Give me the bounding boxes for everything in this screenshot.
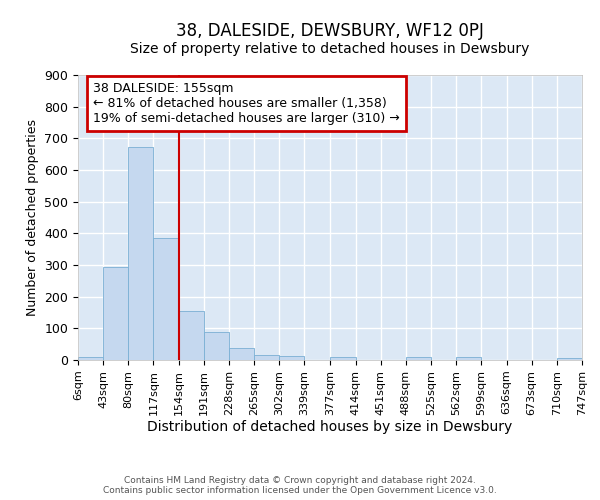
Text: Contains HM Land Registry data © Crown copyright and database right 2024.
Contai: Contains HM Land Registry data © Crown c… [103,476,497,495]
Y-axis label: Number of detached properties: Number of detached properties [26,119,39,316]
Bar [204,332,229,360]
Bar [78,358,103,360]
Bar [557,358,582,360]
Bar [128,147,154,360]
Text: 38 DALESIDE: 155sqm
← 81% of detached houses are smaller (1,358)
19% of semi-det: 38 DALESIDE: 155sqm ← 81% of detached ho… [93,82,400,125]
Bar [456,358,481,360]
Bar [280,356,304,360]
Bar [154,238,179,360]
Bar [254,355,280,360]
Bar [406,358,431,360]
Text: Size of property relative to detached houses in Dewsbury: Size of property relative to detached ho… [130,42,530,56]
Bar [331,357,356,360]
Bar [179,311,204,360]
Text: 38, DALESIDE, DEWSBURY, WF12 0PJ: 38, DALESIDE, DEWSBURY, WF12 0PJ [176,22,484,40]
X-axis label: Distribution of detached houses by size in Dewsbury: Distribution of detached houses by size … [148,420,512,434]
Bar [229,348,254,360]
Bar [103,266,128,360]
